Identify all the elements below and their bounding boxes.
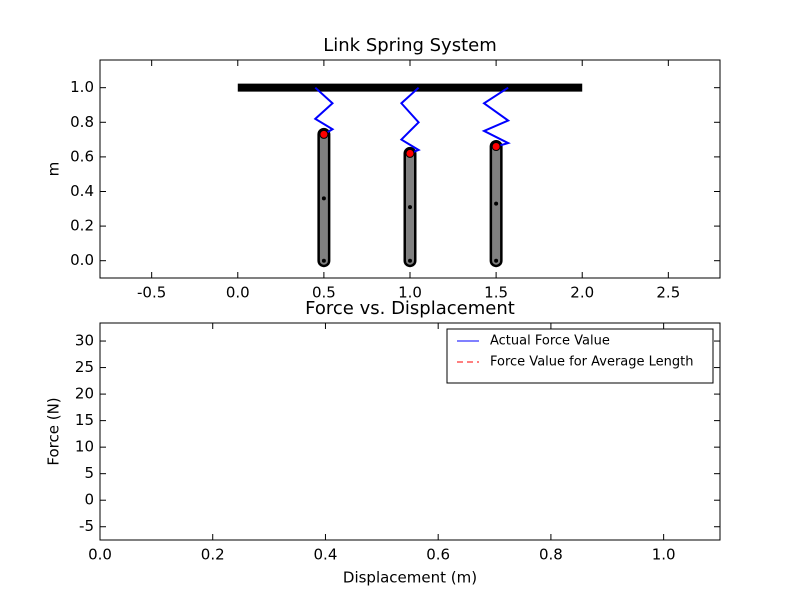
y-tick-label: 0 xyxy=(84,491,94,509)
plot-area xyxy=(237,83,583,268)
chart-title: Link Spring System xyxy=(323,35,497,56)
x-tick-label: -0.5 xyxy=(137,284,166,302)
x-tick-label: 0.0 xyxy=(88,546,112,564)
marker xyxy=(491,142,501,152)
y-tick-label: 0.8 xyxy=(70,113,94,131)
y-tick-label: 25 xyxy=(75,358,94,376)
y-tick-label: 10 xyxy=(75,438,94,456)
marker xyxy=(319,129,329,139)
y-tick-label: 1.0 xyxy=(70,78,94,96)
marker xyxy=(321,258,326,263)
x-tick-label: 0.2 xyxy=(201,546,225,564)
x-tick-label: 2.0 xyxy=(570,284,594,302)
series-line xyxy=(481,86,511,148)
marker xyxy=(408,258,412,263)
y-tick-label: 30 xyxy=(75,332,94,350)
y-tick-label: 20 xyxy=(75,385,94,403)
legend-box xyxy=(446,328,714,384)
y-tick-label: 0.4 xyxy=(70,182,94,200)
x-tick-label: 0.4 xyxy=(314,546,338,564)
legend-label: Force Value for Average Length xyxy=(490,355,694,370)
x-tick-label: 0.5 xyxy=(312,284,336,302)
x-axis-label: Displacement (m) xyxy=(343,569,477,587)
x-tick-label: 1.0 xyxy=(652,546,676,564)
marker xyxy=(494,201,499,206)
chart-title: Force vs. Displacement xyxy=(305,298,515,319)
y-tick-label: 0.0 xyxy=(70,251,94,269)
x-tick-label: 2.5 xyxy=(656,284,680,302)
x-tick-label: 1.5 xyxy=(484,284,508,302)
x-tick-label: 0.6 xyxy=(426,546,450,564)
series-line xyxy=(313,86,335,136)
y-tick-label: -5 xyxy=(79,517,94,535)
y-axis-label: Force (N) xyxy=(45,397,63,465)
y-tick-label: 0.2 xyxy=(70,217,94,235)
marker xyxy=(321,196,326,201)
marker xyxy=(494,258,499,263)
series-line xyxy=(399,86,421,155)
x-tick-label: 0.8 xyxy=(539,546,563,564)
y-tick-label: 0.6 xyxy=(70,147,94,165)
y-axis-label: m xyxy=(45,162,63,177)
legend-label: Actual Force Value xyxy=(490,334,610,349)
marker xyxy=(405,148,415,158)
axes-frame xyxy=(99,322,721,541)
x-tick-label: 1.0 xyxy=(398,284,422,302)
x-tick-label: 0.0 xyxy=(226,284,250,302)
y-tick-label: 15 xyxy=(75,411,94,429)
marker xyxy=(408,205,412,210)
y-tick-label: 5 xyxy=(84,464,94,482)
